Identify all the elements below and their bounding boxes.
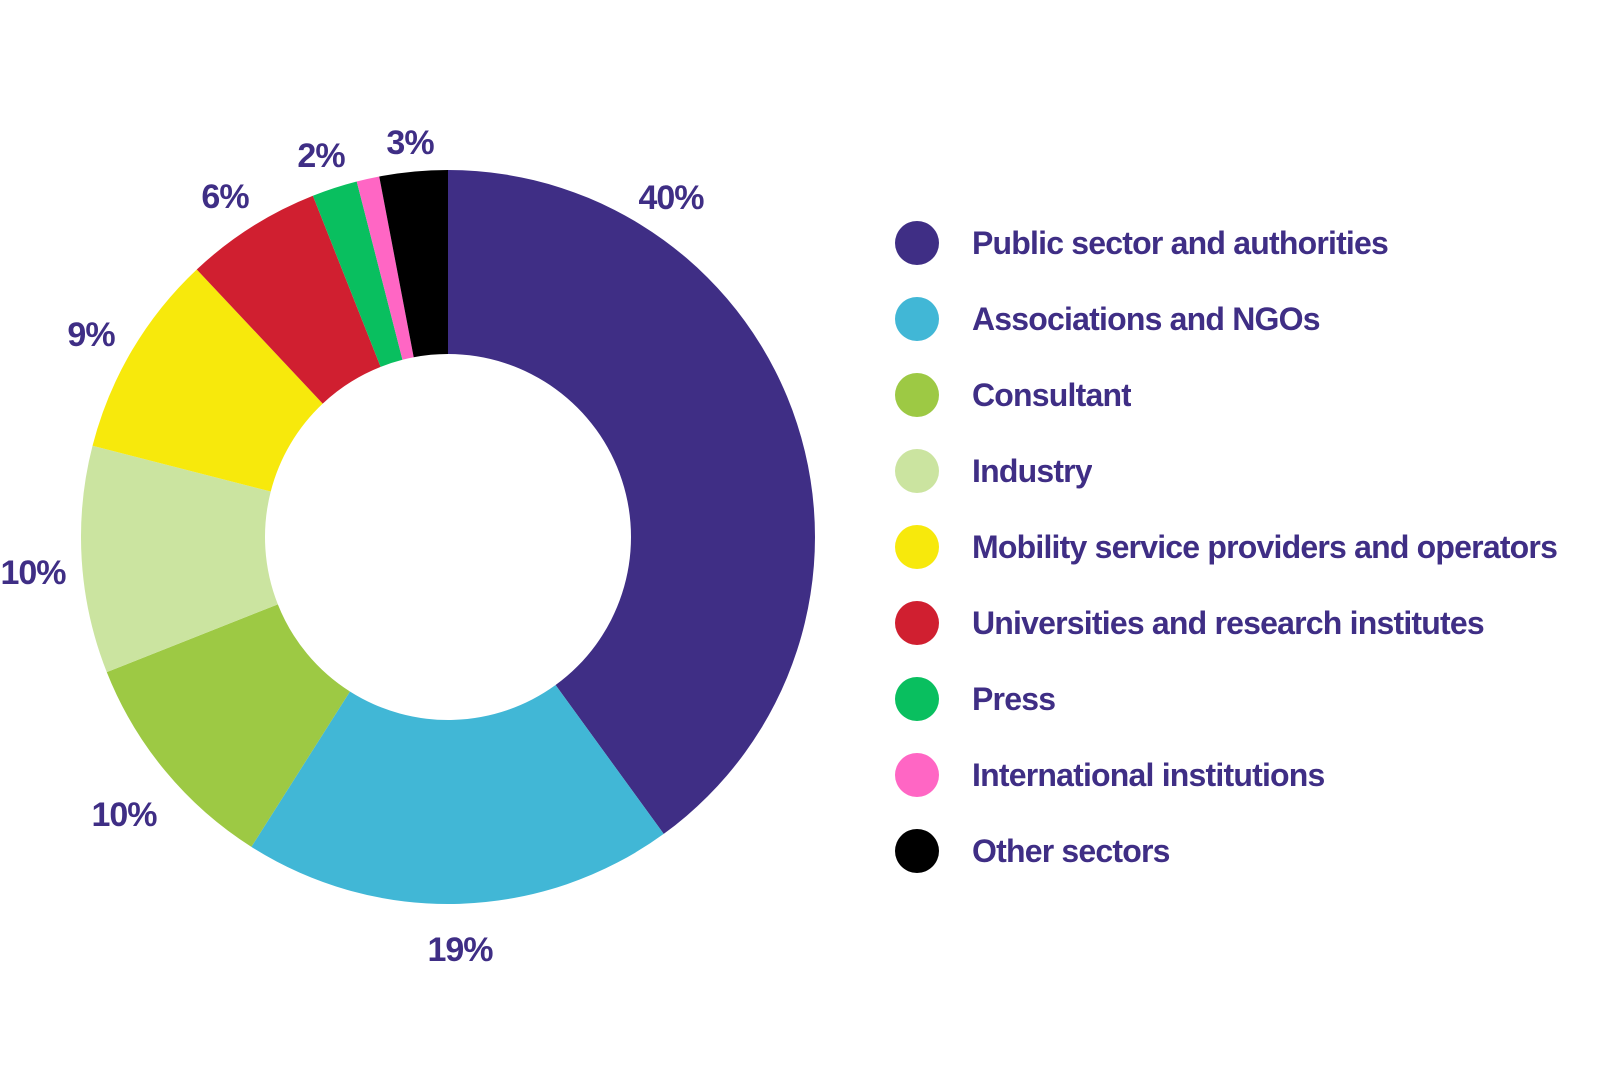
label-other-sectors: 3%	[386, 124, 434, 162]
legend-item-press: Press	[895, 661, 1620, 737]
slice-associations-and-ngos	[251, 685, 664, 904]
legend-item-universities-and-research-institutes: Universities and research institutes	[895, 585, 1620, 661]
donut-slices	[80, 170, 815, 904]
legend-swatch-icon	[895, 601, 939, 645]
legend-item-mobility-service-providers-and-operators: Mobility service providers and operators	[895, 509, 1620, 585]
legend-swatch-icon	[895, 677, 939, 721]
legend-label: Consultant	[972, 376, 1132, 413]
legend-swatch-icon	[895, 373, 939, 417]
legend-item-public-sector-and-authorities: Public sector and authorities	[895, 205, 1620, 281]
label-industry: 10%	[0, 554, 66, 592]
legend-item-international-institutions: International institutions	[895, 737, 1620, 813]
legend-item-associations-and-ngos: Associations and NGOs	[895, 281, 1620, 357]
slice-mobility-service-providers-and-operators	[92, 269, 323, 492]
label-public-sector-and-authorities: 40%	[638, 179, 704, 217]
legend-swatch-icon	[895, 221, 939, 265]
legend-item-industry: Industry	[895, 433, 1620, 509]
label-associations-and-ngos: 19%	[427, 931, 493, 969]
legend-swatch-icon	[895, 449, 939, 493]
label-consultant: 10%	[91, 796, 157, 834]
legend-label: Universities and research institutes	[972, 604, 1484, 641]
legend-label: Industry	[972, 452, 1092, 489]
chart-legend: Public sector and authorities Association…	[895, 205, 1620, 889]
legend-item-consultant: Consultant	[895, 357, 1620, 433]
slice-consultant	[106, 604, 350, 847]
legend-swatch-icon	[895, 829, 939, 873]
slice-universities-and-research-institutes	[196, 195, 381, 404]
legend-label: Public sector and authorities	[972, 224, 1389, 261]
slice-percentage-labels: 40% 19% 10% 10% 9% 6% 2% 3%	[0, 124, 705, 969]
label-universities-and-research-institutes: 6%	[201, 178, 249, 216]
legend-label: Mobility service providers and operators	[972, 528, 1558, 565]
label-mobility-service-providers-and-operators: 9%	[67, 316, 115, 354]
slice-public-sector-and-authorities	[448, 170, 815, 834]
legend-label: Other sectors	[972, 832, 1170, 869]
legend-label: Associations and NGOs	[972, 300, 1320, 337]
slice-press	[312, 181, 403, 367]
donut-chart: 40% 19% 10% 10% 9% 6% 2% 3%	[0, 124, 815, 969]
label-press: 2%	[297, 137, 345, 175]
legend-label: Press	[972, 680, 1056, 717]
legend-swatch-icon	[895, 297, 939, 341]
legend-item-other-sectors: Other sectors	[895, 813, 1620, 889]
legend-label: International institutions	[972, 756, 1325, 793]
legend-swatch-icon	[895, 753, 939, 797]
slice-other-sectors	[379, 170, 448, 358]
slice-international-institutions	[356, 176, 414, 360]
slice-industry	[80, 445, 278, 673]
legend-swatch-icon	[895, 525, 939, 569]
